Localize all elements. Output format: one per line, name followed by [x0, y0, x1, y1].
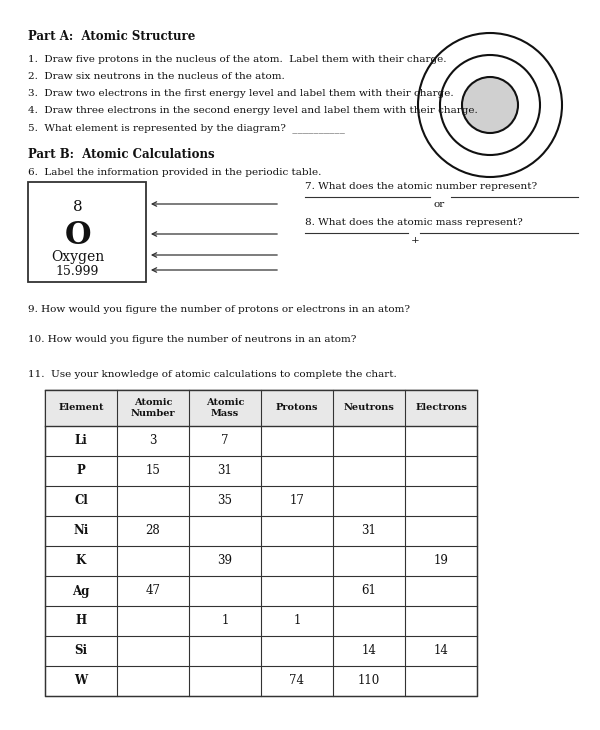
Text: +: + [411, 236, 420, 245]
Text: 5.  What element is represented by the diagram?  __________: 5. What element is represented by the di… [28, 123, 345, 133]
Text: 8. What does the atomic mass represent?: 8. What does the atomic mass represent? [305, 218, 523, 227]
Text: O: O [64, 220, 91, 251]
FancyBboxPatch shape [28, 182, 146, 282]
Text: P: P [77, 464, 85, 477]
Bar [45, 390, 477, 426]
Text: K: K [76, 555, 86, 567]
Text: 15.999: 15.999 [56, 265, 99, 278]
Text: 6.  Label the information provided in the periodic table.: 6. Label the information provided in the… [28, 168, 322, 177]
Text: 1: 1 [293, 615, 301, 628]
Text: 4.  Draw three electrons in the second energy level and label them with their ch: 4. Draw three electrons in the second en… [28, 106, 478, 115]
Text: 2.  Draw six neutrons in the nucleus of the atom.: 2. Draw six neutrons in the nucleus of t… [28, 72, 285, 81]
Text: Protons: Protons [276, 404, 318, 412]
Text: 31: 31 [362, 524, 376, 537]
Text: 61: 61 [362, 585, 376, 597]
Text: 19: 19 [434, 555, 448, 567]
Text: Cl: Cl [74, 494, 88, 507]
Text: 14: 14 [362, 645, 376, 658]
Text: Ni: Ni [73, 524, 89, 537]
Text: 17: 17 [290, 494, 304, 507]
Text: 7. What does the atomic number represent?: 7. What does the atomic number represent… [305, 182, 537, 191]
Text: 15: 15 [146, 464, 160, 477]
Text: 39: 39 [218, 555, 233, 567]
Text: 35: 35 [218, 494, 233, 507]
Bar [45, 390, 477, 696]
Text: Ag: Ag [73, 585, 89, 597]
Text: Neutrons: Neutrons [344, 404, 394, 412]
Text: Part B:  Atomic Calculations: Part B: Atomic Calculations [28, 148, 215, 161]
Text: 1: 1 [221, 615, 229, 628]
Text: Li: Li [74, 434, 88, 447]
Text: Oxygen: Oxygen [51, 250, 104, 264]
Text: 14: 14 [434, 645, 448, 658]
Ellipse shape [462, 77, 518, 133]
Text: 3: 3 [149, 434, 157, 447]
Text: Electrons: Electrons [415, 404, 467, 412]
Text: Atomic
Mass: Atomic Mass [206, 399, 244, 418]
Text: W: W [74, 675, 88, 688]
Text: 7: 7 [221, 434, 229, 447]
Text: Atomic
Number: Atomic Number [131, 399, 175, 418]
Text: H: H [76, 615, 86, 628]
Text: 47: 47 [146, 585, 161, 597]
Text: 74: 74 [290, 675, 305, 688]
Text: 1.  Draw five protons in the nucleus of the atom.  Label them with their charge.: 1. Draw five protons in the nucleus of t… [28, 55, 446, 64]
Text: 31: 31 [218, 464, 232, 477]
Text: 8: 8 [73, 200, 82, 214]
Text: 110: 110 [358, 675, 380, 688]
Text: Part A:  Atomic Structure: Part A: Atomic Structure [28, 30, 196, 43]
Text: Element: Element [58, 404, 104, 412]
Text: 28: 28 [146, 524, 160, 537]
Text: 9. How would you figure the number of protons or electrons in an atom?: 9. How would you figure the number of pr… [28, 305, 410, 314]
Text: 3.  Draw two electrons in the first energy level and label them with their charg: 3. Draw two electrons in the first energ… [28, 89, 454, 98]
Text: Si: Si [74, 645, 88, 658]
Text: or: or [433, 200, 444, 209]
Text: 10. How would you figure the number of neutrons in an atom?: 10. How would you figure the number of n… [28, 335, 356, 344]
Text: 11.  Use your knowledge of atomic calculations to complete the chart.: 11. Use your knowledge of atomic calcula… [28, 370, 397, 379]
